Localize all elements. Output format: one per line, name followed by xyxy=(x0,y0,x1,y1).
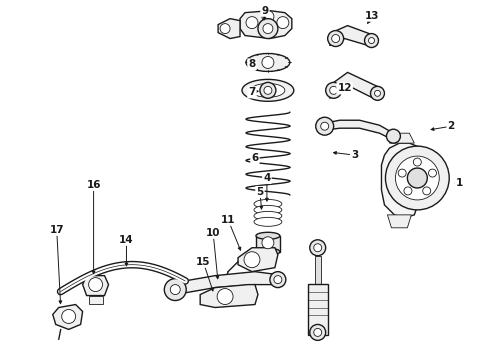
Circle shape xyxy=(314,328,322,336)
Text: 15: 15 xyxy=(196,257,210,267)
Ellipse shape xyxy=(256,248,280,255)
Circle shape xyxy=(374,90,380,96)
Text: 5: 5 xyxy=(256,187,264,197)
Polygon shape xyxy=(240,11,292,39)
Text: 6: 6 xyxy=(251,153,259,163)
Polygon shape xyxy=(330,72,382,100)
Text: 1: 1 xyxy=(456,178,463,188)
Text: 8: 8 xyxy=(248,59,256,69)
Circle shape xyxy=(316,117,334,135)
Polygon shape xyxy=(200,285,258,307)
Bar xyxy=(89,296,102,303)
Text: 2: 2 xyxy=(447,121,455,131)
Polygon shape xyxy=(390,133,415,143)
Polygon shape xyxy=(218,19,240,39)
Ellipse shape xyxy=(254,206,282,214)
Circle shape xyxy=(404,187,412,195)
Polygon shape xyxy=(171,272,278,298)
Ellipse shape xyxy=(246,54,290,71)
Circle shape xyxy=(260,82,276,98)
Text: 11: 11 xyxy=(221,215,235,225)
Circle shape xyxy=(277,17,289,28)
Circle shape xyxy=(368,37,374,44)
Ellipse shape xyxy=(256,232,280,239)
Circle shape xyxy=(270,272,286,288)
Ellipse shape xyxy=(254,199,282,208)
Circle shape xyxy=(164,279,186,301)
Circle shape xyxy=(395,156,439,200)
Circle shape xyxy=(321,122,329,130)
Circle shape xyxy=(262,11,274,23)
Polygon shape xyxy=(53,305,83,329)
Circle shape xyxy=(274,276,282,284)
Polygon shape xyxy=(238,248,278,272)
Circle shape xyxy=(89,278,102,292)
Bar xyxy=(308,284,328,336)
Circle shape xyxy=(365,33,378,48)
Polygon shape xyxy=(325,120,393,140)
Ellipse shape xyxy=(254,211,282,220)
Circle shape xyxy=(244,252,260,268)
Circle shape xyxy=(423,187,431,195)
Circle shape xyxy=(262,237,274,249)
Circle shape xyxy=(262,57,274,68)
Text: 7: 7 xyxy=(248,87,256,97)
Circle shape xyxy=(330,86,338,94)
Text: 9: 9 xyxy=(261,6,269,15)
Circle shape xyxy=(310,240,326,256)
Circle shape xyxy=(370,86,385,100)
Polygon shape xyxy=(330,26,374,46)
Circle shape xyxy=(386,146,449,210)
Ellipse shape xyxy=(254,217,282,226)
Text: 13: 13 xyxy=(365,11,380,21)
Circle shape xyxy=(246,17,258,28)
Circle shape xyxy=(387,129,400,143)
Circle shape xyxy=(398,169,406,177)
Text: 12: 12 xyxy=(337,84,352,93)
Circle shape xyxy=(328,31,343,46)
Circle shape xyxy=(258,19,278,39)
Polygon shape xyxy=(256,236,280,252)
Circle shape xyxy=(414,158,421,166)
Bar xyxy=(315,256,321,284)
Text: 10: 10 xyxy=(206,228,220,238)
Text: 4: 4 xyxy=(263,173,270,183)
Circle shape xyxy=(171,285,180,294)
Text: 17: 17 xyxy=(49,225,64,235)
Polygon shape xyxy=(83,276,108,296)
Circle shape xyxy=(217,289,233,305)
Text: 3: 3 xyxy=(351,150,358,160)
Text: 14: 14 xyxy=(119,235,134,245)
Circle shape xyxy=(264,86,272,94)
Circle shape xyxy=(310,324,326,340)
Circle shape xyxy=(220,24,230,33)
Text: 16: 16 xyxy=(86,180,101,190)
Circle shape xyxy=(314,244,322,252)
Polygon shape xyxy=(382,143,424,218)
Circle shape xyxy=(429,169,437,177)
Circle shape xyxy=(326,82,342,98)
Circle shape xyxy=(62,310,75,323)
Polygon shape xyxy=(388,215,412,228)
Circle shape xyxy=(407,168,427,188)
Ellipse shape xyxy=(242,80,294,101)
Circle shape xyxy=(332,35,340,42)
Ellipse shape xyxy=(251,84,285,97)
Circle shape xyxy=(263,24,273,33)
